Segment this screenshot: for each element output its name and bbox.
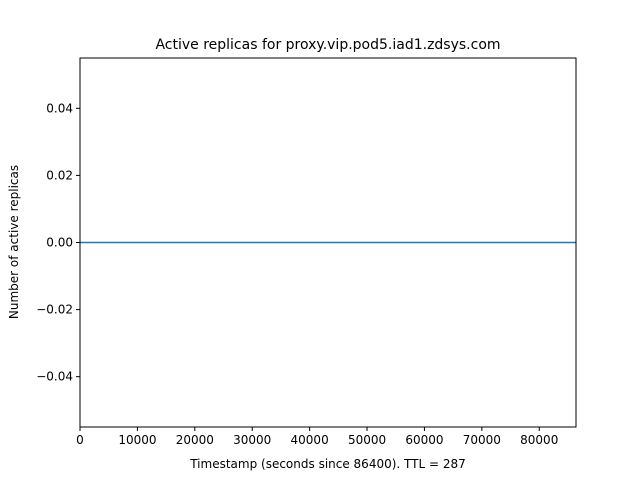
y-tick-label: 0.00 <box>46 236 73 250</box>
x-tick-label: 20000 <box>176 433 214 447</box>
y-tick-label: −0.02 <box>36 303 73 317</box>
y-tick-label: 0.02 <box>46 168 73 182</box>
plot-frame <box>79 57 577 428</box>
x-tick-label: 10000 <box>118 433 156 447</box>
x-tick-label: 30000 <box>233 433 271 447</box>
axis-ticks: 0 10000 20000 30000 40000 50000 60000 70000 8000… <box>36 101 558 447</box>
x-tick-label: 70000 <box>463 433 501 447</box>
x-tick-label: 60000 <box>405 433 443 447</box>
x-axis-label: Timestamp (seconds since 86400). TTL = 2… <box>189 457 466 471</box>
y-tick-label: 0.04 <box>46 101 73 115</box>
x-tick-label: 0 <box>76 433 84 447</box>
y-axis-label: Number of active replicas <box>7 165 21 319</box>
x-tick-label: 40000 <box>291 433 329 447</box>
x-tick-label: 50000 <box>348 433 386 447</box>
chart-title: Active replicas for proxy.vip.pod5.iad1.… <box>155 37 500 53</box>
y-tick-label: −0.04 <box>36 370 73 384</box>
x-tick-label: 80000 <box>520 433 558 447</box>
